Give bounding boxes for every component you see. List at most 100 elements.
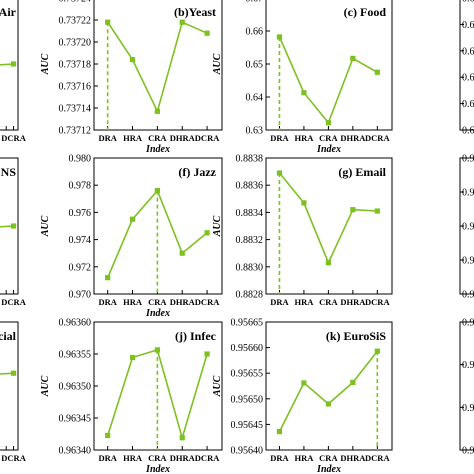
y-tick-label: 0.9 [462,318,474,329]
y-tick-label: 0.9 [462,154,474,165]
y-tick-label: 0.95645 [231,420,264,431]
plot-frame [0,321,19,451]
y-tick-label: 0.73714 [59,104,92,115]
x-tick-label: DRA [98,297,117,307]
x-tick-label: DRA [98,453,117,463]
x-tick-label: DCRA [195,453,220,463]
data-point [204,351,210,357]
series-line [0,372,14,375]
chart-panel-8: DCRA ocial [0,321,27,463]
x-tick-label: DCRA [365,453,390,463]
y-tick-label: 0.67 [246,0,264,5]
x-tick-label: DHRA [340,297,366,307]
panel-title: (j) Infec [175,329,217,343]
x-tick-label: HRA [123,133,143,143]
y-tick-label: 0.95665 [231,318,264,329]
y-tick-label: 0.8830 [236,262,264,273]
y-tick-label: 0.679 [462,99,474,110]
x-tick-label: CRA [148,297,167,307]
y-tick-label: 0.96355 [59,350,92,361]
data-point [105,432,111,439]
x-axis-label: Index [145,464,170,474]
plot-frame [0,157,19,295]
data-point [179,250,185,256]
x-tick-label: DCRA [365,297,390,307]
y-tick-label: 0.679 [462,0,474,5]
data-point [350,55,356,61]
x-tick-label: HRA [294,453,314,463]
data-point [154,188,160,194]
panel-title: (b)Yeast [174,5,216,19]
x-tick-label: CRA [319,133,338,143]
panel-title: SAir [0,5,17,19]
data-point [374,208,380,214]
data-point [129,216,136,222]
y-tick-label: 0.9 [462,290,474,301]
plot-frame [265,157,393,295]
data-point [276,428,283,435]
y-tick-label: 0.9 [462,446,474,457]
x-tick-label: CRA [148,453,167,463]
x-axis-label: Index [145,308,170,319]
series-line [278,36,378,125]
y-tick-label: 0.9 [462,256,474,267]
y-tick-label: 0.73720 [59,38,92,49]
y-axis-label: AUC [212,215,223,237]
y-tick-label: 0.73718 [59,60,92,71]
x-tick-label: DHRA [170,297,196,307]
plot-frame [459,0,474,131]
data-point [276,34,283,40]
data-point [179,19,185,25]
data-point [374,69,380,75]
y-tick-label: 0.96360 [59,318,92,329]
x-tick-label: DHRA [340,453,366,463]
y-tick-label: 0.976 [69,208,92,219]
y-tick-label: 0.73716 [59,82,92,93]
y-tick-label: 0.679 [462,20,474,31]
x-tick-label: CRA [319,453,338,463]
data-point [105,19,111,25]
series-line [0,63,14,66]
y-tick-label: 0.8832 [236,235,264,246]
y-tick-label: 0.66 [246,27,264,38]
plot-frame [93,157,223,295]
data-point [204,30,210,36]
data-point [10,370,17,376]
x-tick-label: DHRA [340,133,366,143]
x-tick-label: CRA [148,133,167,143]
y-axis-label: AUC [212,53,223,75]
panel-title: (f) Jazz [178,165,216,179]
data-point [129,57,136,63]
y-tick-label: 0.95640 [231,446,264,457]
x-tick-label: DCRA [195,133,220,143]
y-tick-label: 0.980 [69,154,92,165]
chart-panel-10: 0.95640 0.95645 0.95650 0.95655 0.95660 0.956… [212,318,393,474]
plot-frame [265,321,393,451]
x-tick-label: DRA [270,133,289,143]
data-point [105,275,111,281]
x-axis-label: Index [316,144,341,155]
data-point [325,260,331,266]
chart-panel-1: 0.73712 0.73714 0.73716 0.73718 0.73720 0.737… [40,0,223,155]
data-point [154,108,160,114]
series-line [278,172,378,265]
y-tick-label: 0.95660 [231,343,264,354]
x-tick-label: DHRA [170,133,196,143]
x-tick-label: HRA [294,133,314,143]
y-tick-label: 0.65 [246,60,264,71]
plot-frame [0,0,19,131]
x-tick-label: HRA [123,297,143,307]
y-tick-label: 0.73722 [59,16,92,27]
data-point [301,200,307,206]
y-tick-label: 0.972 [69,262,92,273]
data-point [129,354,136,361]
plot-frame [265,0,393,131]
data-point [325,401,331,407]
y-axis-label: AUC [212,375,223,397]
y-tick-label: 0.73712 [59,126,92,137]
panel-title: (k) EuroSiS [326,329,386,343]
data-point [301,380,307,386]
y-tick-label: 0.96340 [59,446,92,457]
chart-panel-3: 0.679 0.679 0.679 0.679 0.679 0.679 [459,0,474,137]
